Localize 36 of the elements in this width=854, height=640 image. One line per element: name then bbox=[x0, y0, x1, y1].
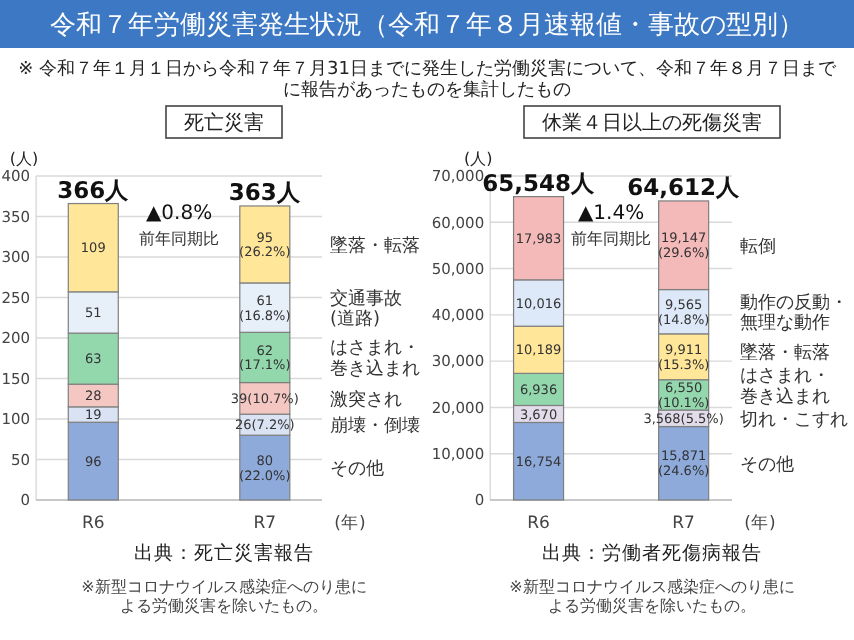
x-tick-label: R7 bbox=[253, 513, 277, 534]
text: その他 bbox=[330, 457, 384, 480]
total-label: 363人 bbox=[228, 178, 303, 207]
x-tick-label: R7 bbox=[672, 513, 695, 534]
x-axis-title: (年) bbox=[744, 511, 776, 534]
source-note: 出典：労働者死傷病報告 bbox=[542, 540, 762, 565]
y-axis-title: (人) bbox=[463, 149, 493, 168]
series-label: その他 bbox=[740, 453, 794, 476]
text: ※ 令和７年１月１日から令和７年７月31日までに発生した労働災害について、令和７年８月７日までに報告があったものを集計したもの bbox=[18, 57, 838, 101]
chart-title: 休業４日以上の死傷災害 bbox=[542, 111, 762, 135]
series-label: 転倒 bbox=[740, 235, 776, 258]
text: 激突され bbox=[330, 388, 402, 411]
y-axis-title: (人) bbox=[9, 149, 39, 168]
series-label: 切れ・こすれ bbox=[740, 408, 848, 431]
chart-title: 死亡災害 bbox=[184, 111, 264, 135]
text: 令和７年労働災害発生状況（令和７年８月速報値・事故の型別） bbox=[50, 9, 804, 42]
x-tick-label: R6 bbox=[81, 513, 105, 534]
total-label: 65,548人 bbox=[482, 168, 597, 197]
text: 崩壊・倒壊 bbox=[330, 414, 420, 437]
text: ※新型コロナウイルス感染症へのり患による労働災害を除いたもの。 bbox=[81, 578, 367, 615]
annotation: ▲0.8% bbox=[145, 203, 213, 225]
text: はさまれ・巻き込まれ bbox=[330, 339, 420, 381]
x-axis-title: (年) bbox=[334, 511, 366, 534]
source-note: 出典：死亡災害報告 bbox=[134, 540, 314, 565]
annotation: ▲1.4% bbox=[577, 203, 645, 225]
series-label: はさまれ・巻き込まれ bbox=[740, 367, 830, 408]
annotation: 前年同期比 bbox=[139, 229, 220, 248]
annotation: 前年同期比 bbox=[571, 229, 652, 248]
x-tick-label: R6 bbox=[527, 513, 550, 534]
series-label: 動作の反動・無理な動作 bbox=[740, 291, 848, 335]
series-label: 墜落・転落 bbox=[740, 342, 830, 365]
total-label: 366人 bbox=[57, 175, 132, 204]
text: ※新型コロナウイルス感染症へのり患による労働災害を除いたもの。 bbox=[509, 578, 795, 615]
text: 交通事故(道路) bbox=[330, 287, 402, 331]
total-label: 64,612人 bbox=[627, 172, 742, 201]
text: 墜落・転落 bbox=[330, 234, 420, 257]
